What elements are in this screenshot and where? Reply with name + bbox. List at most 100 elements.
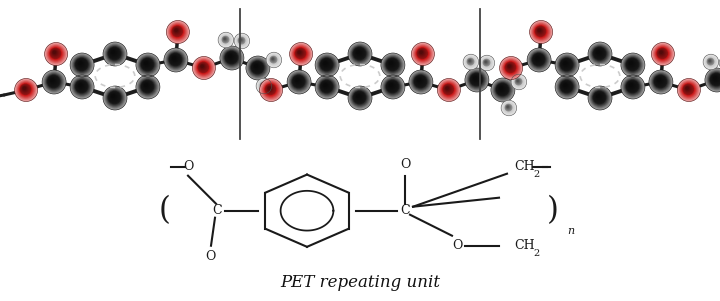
Circle shape <box>318 56 336 73</box>
Circle shape <box>505 104 513 112</box>
Circle shape <box>270 56 276 63</box>
Circle shape <box>323 83 327 87</box>
Circle shape <box>220 35 230 45</box>
Circle shape <box>14 79 37 101</box>
Circle shape <box>220 46 244 70</box>
Circle shape <box>708 59 711 63</box>
Circle shape <box>199 63 207 71</box>
Circle shape <box>499 86 503 90</box>
Circle shape <box>505 104 512 111</box>
Circle shape <box>492 79 514 101</box>
Circle shape <box>45 42 68 66</box>
Circle shape <box>709 72 720 87</box>
Circle shape <box>352 46 367 61</box>
Circle shape <box>483 60 489 65</box>
Circle shape <box>415 77 424 85</box>
Circle shape <box>295 48 305 58</box>
Circle shape <box>219 33 233 47</box>
Circle shape <box>218 32 234 48</box>
Circle shape <box>221 35 230 44</box>
Circle shape <box>516 79 520 83</box>
Circle shape <box>590 45 609 63</box>
Circle shape <box>678 79 700 101</box>
Circle shape <box>472 75 480 83</box>
Circle shape <box>261 84 264 86</box>
Circle shape <box>72 55 92 75</box>
Circle shape <box>252 62 262 73</box>
Circle shape <box>261 83 265 87</box>
Circle shape <box>172 26 182 36</box>
Circle shape <box>706 57 716 67</box>
Circle shape <box>297 50 302 55</box>
Circle shape <box>561 59 572 70</box>
Circle shape <box>295 78 300 83</box>
Circle shape <box>564 83 567 87</box>
Circle shape <box>355 49 362 56</box>
Circle shape <box>416 77 423 84</box>
Circle shape <box>655 76 665 86</box>
Circle shape <box>71 54 93 76</box>
Circle shape <box>467 58 474 65</box>
Circle shape <box>143 60 151 68</box>
Circle shape <box>384 56 401 73</box>
Circle shape <box>538 29 541 32</box>
Circle shape <box>655 46 670 61</box>
Circle shape <box>507 106 509 108</box>
Circle shape <box>469 72 485 87</box>
Circle shape <box>465 68 489 92</box>
Circle shape <box>682 83 695 96</box>
Circle shape <box>627 81 637 92</box>
Circle shape <box>266 53 281 67</box>
Circle shape <box>684 85 691 92</box>
Circle shape <box>110 93 117 100</box>
Circle shape <box>678 79 701 101</box>
Circle shape <box>246 56 270 80</box>
Circle shape <box>71 76 93 98</box>
Circle shape <box>167 51 184 68</box>
Circle shape <box>656 47 669 60</box>
Circle shape <box>78 83 84 88</box>
Circle shape <box>318 78 336 95</box>
Circle shape <box>588 86 612 110</box>
Circle shape <box>485 60 487 64</box>
Circle shape <box>652 73 670 91</box>
Circle shape <box>51 49 59 57</box>
Circle shape <box>534 55 542 63</box>
Circle shape <box>683 84 693 94</box>
Circle shape <box>253 63 261 71</box>
Circle shape <box>45 43 67 65</box>
Circle shape <box>223 49 240 67</box>
Circle shape <box>469 60 471 62</box>
Circle shape <box>321 81 331 92</box>
Circle shape <box>504 103 514 113</box>
Circle shape <box>323 61 328 66</box>
Circle shape <box>320 58 333 70</box>
Circle shape <box>704 55 718 69</box>
Circle shape <box>266 85 274 93</box>
Circle shape <box>22 86 27 91</box>
Circle shape <box>503 60 519 76</box>
Circle shape <box>75 80 89 93</box>
Circle shape <box>139 56 156 73</box>
Circle shape <box>194 58 214 78</box>
Circle shape <box>323 60 329 67</box>
Circle shape <box>221 47 243 69</box>
Circle shape <box>251 61 264 74</box>
Circle shape <box>535 56 540 61</box>
Circle shape <box>415 45 431 62</box>
Circle shape <box>382 77 403 97</box>
Circle shape <box>253 63 260 70</box>
Circle shape <box>138 55 157 74</box>
Circle shape <box>354 91 366 104</box>
Circle shape <box>136 53 160 77</box>
Circle shape <box>140 79 156 95</box>
Circle shape <box>562 60 570 67</box>
Circle shape <box>621 53 645 77</box>
Circle shape <box>709 73 720 86</box>
Circle shape <box>353 47 366 61</box>
Circle shape <box>534 55 541 62</box>
Circle shape <box>107 46 122 61</box>
Circle shape <box>500 57 522 79</box>
Circle shape <box>271 57 274 61</box>
Circle shape <box>171 55 178 62</box>
